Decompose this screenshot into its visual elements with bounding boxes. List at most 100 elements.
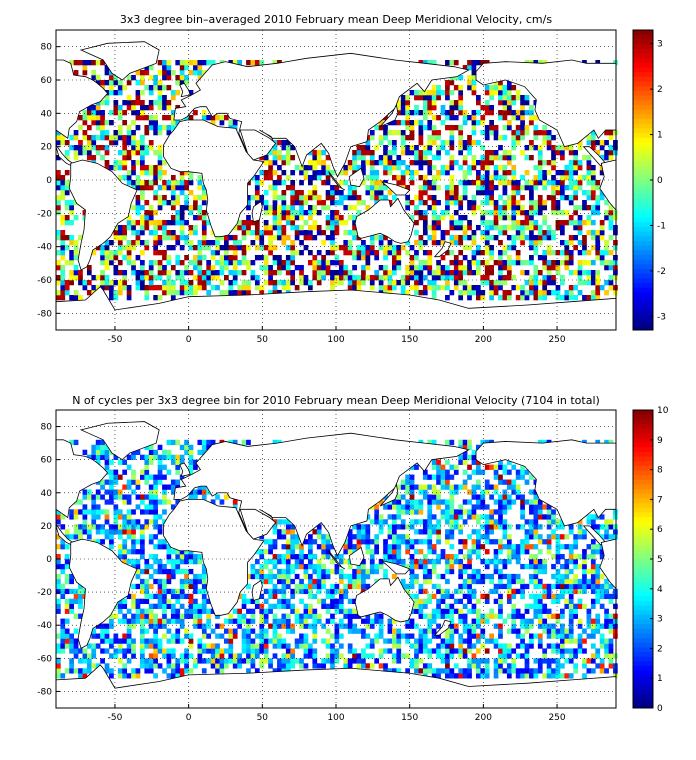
bin-cell [471, 195, 477, 201]
bin-cell [352, 583, 357, 590]
bin-cell [170, 454, 176, 460]
bin-cell [453, 115, 459, 121]
bin-cell [144, 170, 150, 176]
bin-cell [162, 235, 167, 241]
bin-cell [453, 100, 459, 106]
bin-cell [409, 583, 415, 590]
bin-cell [599, 255, 605, 261]
bin-cell [104, 479, 110, 485]
bin-cell [436, 275, 441, 281]
bin-cell [268, 165, 273, 171]
bin-cell [431, 105, 437, 111]
bin-cell [135, 220, 141, 226]
bin-cell [506, 150, 512, 156]
bin-cell [405, 549, 410, 555]
bin-cell [250, 260, 256, 266]
bin-cell [64, 150, 70, 156]
bin-cell [290, 578, 296, 585]
bin-cell [316, 534, 322, 540]
bin-cell [480, 165, 486, 171]
bin-cell [498, 573, 503, 580]
bin-cell [140, 70, 145, 76]
bin-cell [493, 559, 499, 565]
coastline [328, 171, 346, 191]
bin-cell [281, 544, 287, 550]
bin-cell [131, 668, 136, 674]
bin-cell [537, 205, 543, 211]
bin-cell [56, 170, 61, 176]
bin-cell [140, 240, 145, 246]
bin-cell [555, 260, 561, 266]
bin-cell [604, 210, 609, 216]
bin-cell [109, 643, 114, 649]
bin-cell [175, 215, 181, 221]
bin-cell [586, 270, 592, 276]
bin-cell [462, 459, 468, 465]
bin-cell [471, 484, 477, 490]
bin-cell [489, 225, 494, 231]
bin-cell [338, 200, 344, 206]
bin-cell [515, 544, 521, 550]
bin-cell [272, 573, 278, 580]
bin-cell [64, 559, 70, 565]
bin-cell [498, 549, 503, 555]
bin-cell [148, 583, 154, 590]
bin-cell [259, 578, 265, 585]
bin-cell [56, 180, 61, 186]
bin-cell [82, 489, 88, 495]
bin-cell [431, 60, 437, 66]
bin-cell [586, 280, 592, 286]
bin-cell [506, 195, 512, 201]
bin-cell [201, 563, 207, 570]
bin-cell [431, 140, 437, 146]
bin-cell [365, 544, 371, 550]
bin-cell [299, 613, 304, 619]
bin-cell [73, 270, 79, 276]
bin-cell [232, 255, 238, 261]
bin-cell [60, 215, 66, 221]
bin-cell [422, 100, 428, 106]
bin-cell [613, 60, 618, 66]
bin-cell [334, 653, 340, 659]
bin-cell [400, 150, 406, 156]
bin-cell [396, 265, 402, 271]
bin-cell [308, 578, 313, 585]
bin-cell [409, 643, 415, 649]
bin-cell [312, 270, 318, 276]
bin-cell [476, 260, 481, 266]
bin-cell [272, 280, 278, 286]
bin-cell [436, 539, 441, 545]
bin-cell [613, 140, 618, 146]
bin-cell [148, 215, 154, 221]
bin-cell [144, 618, 150, 624]
bin-cell [86, 155, 92, 161]
bin-cell [184, 449, 189, 455]
bin-cell [113, 648, 119, 654]
bin-cell [325, 235, 331, 241]
bin-cell [308, 593, 313, 600]
bin-cell [480, 250, 486, 256]
bin-cell [162, 195, 167, 201]
bin-cell [405, 165, 410, 171]
bin-cell [449, 613, 455, 619]
bin-cell [263, 190, 269, 196]
bin-cell [511, 135, 517, 141]
bin-cell [383, 235, 388, 241]
bin-cell [555, 145, 561, 151]
bin-cell [374, 534, 380, 540]
bin-cell [537, 195, 543, 201]
bin-cell [365, 529, 371, 535]
bin-cell [498, 155, 503, 161]
bin-cell [175, 454, 181, 460]
bin-cell [210, 285, 216, 291]
bin-cell [471, 250, 477, 256]
bin-cell [471, 544, 477, 550]
bin-cell [126, 643, 132, 649]
bin-cell [157, 285, 163, 291]
bin-cell [100, 524, 105, 530]
bin-cell [285, 160, 291, 166]
bin-cell [378, 529, 384, 535]
bin-cell [493, 130, 499, 136]
bin-cell [193, 573, 198, 580]
bin-cell [431, 613, 437, 619]
